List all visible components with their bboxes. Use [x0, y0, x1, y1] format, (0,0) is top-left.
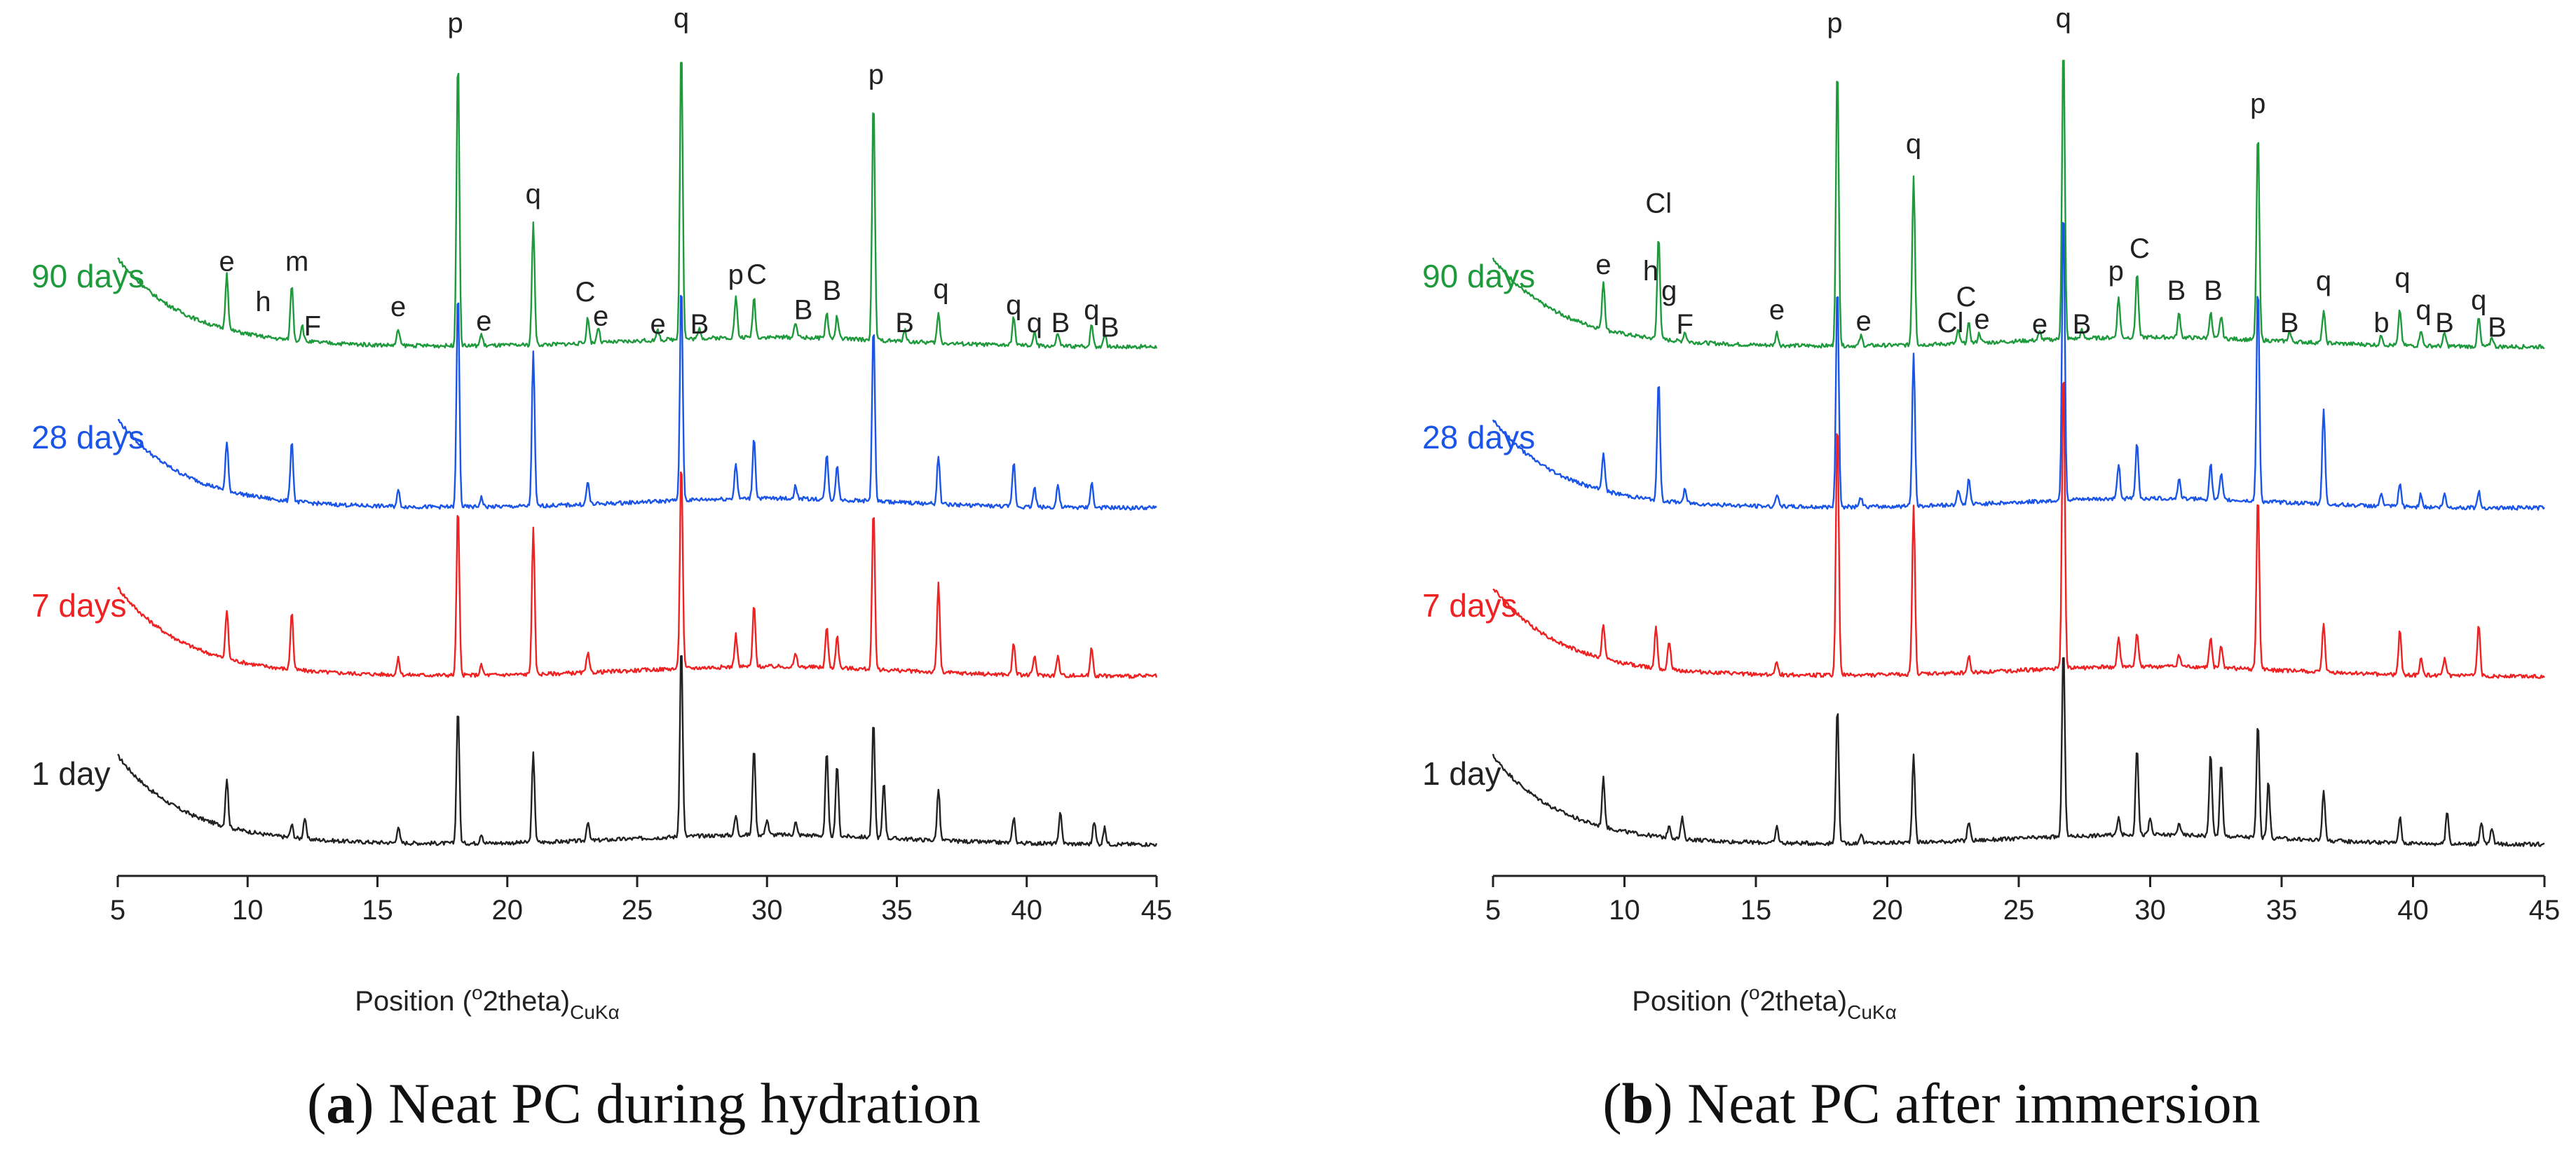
phase-annotation: C: [1956, 282, 1977, 313]
phase-annotation: C: [2129, 233, 2150, 264]
series-line: [117, 471, 1158, 679]
phase-annotation: q: [2316, 266, 2331, 296]
phase-annotation: C: [747, 259, 767, 290]
phase-annotation: F: [304, 310, 321, 341]
phase-annotation: h: [255, 287, 271, 317]
phase-annotation: p: [2250, 88, 2265, 119]
phase-annotation: q: [1906, 129, 1921, 160]
phase-annotation: B: [895, 308, 914, 338]
phase-annotation: e: [1595, 249, 1611, 280]
x-tick-label: 25: [622, 895, 653, 926]
phase-annotation: e: [650, 309, 666, 340]
series-label: 7 days: [32, 587, 127, 624]
x-tick-label: 40: [1011, 895, 1043, 926]
phase-annotation: B: [1100, 313, 1119, 343]
phase-annotation: p: [1827, 8, 1842, 39]
series-line: [117, 655, 1158, 847]
phase-annotation: h: [1643, 256, 1658, 287]
x-tick-label: 25: [2003, 895, 2035, 926]
series-label: 1 day: [32, 755, 111, 792]
x-tick-label: 30: [751, 895, 783, 926]
phase-annotation: q: [674, 3, 689, 34]
phase-annotation: m: [285, 246, 308, 277]
phase-annotation: B: [2167, 275, 2186, 306]
phase-annotation: q: [1006, 290, 1021, 321]
xrd-chart-a: Position (o2theta)CuKα 5 10 15 20 25 30 35 40 45…: [32, 3, 1173, 1023]
phase-annotation: p: [448, 8, 463, 39]
phase-annotation: b: [2373, 308, 2389, 338]
x-tick-label: 45: [1141, 895, 1173, 926]
x-tick-label: 5: [1485, 895, 1501, 926]
x-tick-label: 15: [1740, 895, 1772, 926]
phase-annotation: B: [2488, 313, 2507, 343]
phase-annotation: q: [526, 179, 541, 210]
series-label: 28 days: [1422, 419, 1535, 455]
phase-annotation: C: [575, 277, 595, 308]
phase-annotation: p: [2108, 256, 2124, 287]
phase-annotation: e: [1769, 294, 1785, 325]
phase-annotation: g: [1661, 275, 1677, 306]
phase-annotation: B: [690, 309, 709, 340]
phase-annotation: q: [1027, 308, 1042, 338]
phase-annotation: e: [593, 301, 608, 332]
panel-b: Position (o2theta)CuKα 5 10 15 20 25 30 35 40 45…: [1288, 0, 2575, 1159]
phase-annotation: q: [933, 274, 948, 305]
phase-annotation: B: [2073, 309, 2092, 340]
phase-annotation: e: [2032, 309, 2047, 340]
phase-annotation: e: [476, 306, 491, 337]
series-label: 7 days: [1422, 587, 1518, 624]
phase-annotation: B: [2204, 275, 2223, 306]
series-line: [1492, 60, 2545, 350]
phase-annotation: q: [2471, 285, 2486, 316]
x-tick-label: 15: [362, 895, 393, 926]
phase-annotation: q: [1084, 294, 1099, 325]
x-tick-label: 20: [1872, 895, 1903, 926]
x-tick-label: 30: [2134, 895, 2166, 926]
series-label: 90 days: [32, 258, 144, 294]
series-line: [1492, 657, 2545, 847]
x-tick-label: 40: [2397, 895, 2429, 926]
x-axis-label: Position (o2theta)CuKα: [1632, 982, 1897, 1023]
phase-annotation: B: [2280, 308, 2299, 338]
caption-a: (a) Neat PC during hydration: [306, 1071, 981, 1135]
phase-annotation: e: [1974, 304, 1989, 335]
phase-annotation: B: [1051, 308, 1070, 338]
series-label: 1 day: [1422, 755, 1501, 792]
series-line: [117, 294, 1157, 511]
series-label: 28 days: [32, 419, 144, 455]
phase-annotation: q: [2056, 3, 2071, 34]
phase-annotation: F: [1677, 309, 1694, 340]
caption-b: (b) Neat PC after immersion: [1602, 1071, 2261, 1135]
x-tick-label: 45: [2529, 895, 2561, 926]
phase-annotation: B: [2435, 308, 2454, 338]
phase-annotation: Cl: [1937, 308, 1964, 338]
phase-annotation: q: [2415, 294, 2431, 325]
phase-annotation: Cl: [1645, 188, 1672, 219]
x-tick-label: 20: [492, 895, 524, 926]
x-tick-label: 35: [2266, 895, 2298, 926]
phase-annotation: e: [1856, 306, 1872, 337]
phase-annotation: p: [868, 60, 884, 90]
phase-annotation: B: [823, 275, 842, 306]
phase-annotation: e: [390, 292, 406, 322]
phase-annotation: e: [219, 246, 234, 277]
panel-a: Position (o2theta)CuKα 5 10 15 20 25 30 35 40 45…: [32, 3, 1173, 1135]
series-line: [1492, 221, 2545, 511]
x-tick-label: 5: [110, 895, 125, 926]
xrd-chart-b: Position (o2theta)CuKα 5 10 15 20 25 30 35 40 45…: [1422, 3, 2561, 1023]
series-line: [1492, 381, 2545, 679]
series-label: 90 days: [1422, 258, 1535, 294]
phase-annotation: p: [728, 259, 744, 290]
x-tick-label: 10: [232, 895, 264, 926]
series-line: [117, 62, 1158, 350]
phase-annotation: B: [794, 294, 813, 325]
x-axis-label: Position (o2theta)CuKα: [355, 982, 620, 1023]
x-tick-label: 10: [1609, 895, 1640, 926]
phase-annotation: q: [2394, 262, 2410, 293]
x-tick-label: 35: [881, 895, 913, 926]
